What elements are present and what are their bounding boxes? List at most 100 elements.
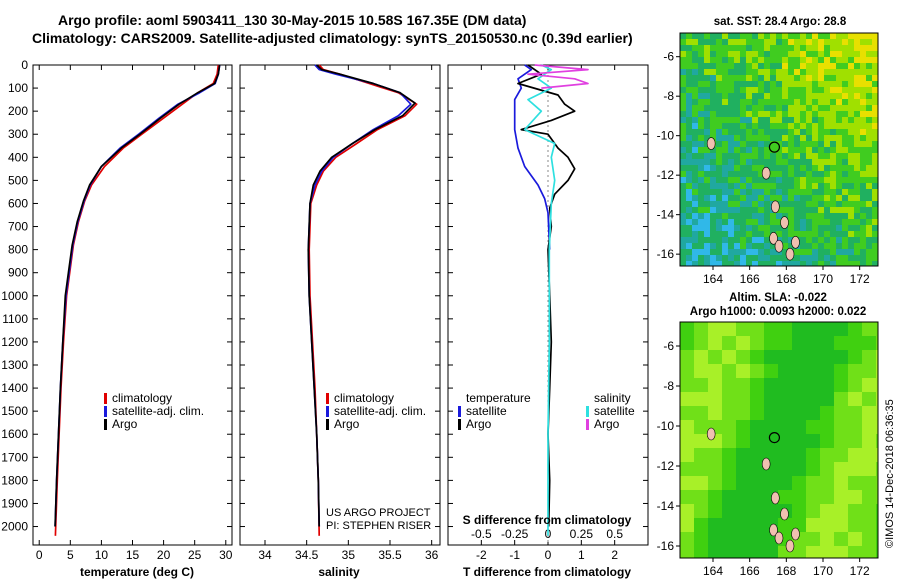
island [785,247,795,261]
map-cell [770,219,776,225]
map-cell [736,532,750,546]
map-cell [842,75,848,81]
map-cell [734,201,740,207]
map-cell [876,378,878,392]
map-cell [722,207,728,213]
map-cell [708,490,722,504]
map-cell [692,75,698,81]
legend-temperature-header: temperature [466,391,531,405]
map-cell [842,117,848,123]
y-tick-label: -6 [663,339,674,353]
map-cell [716,165,722,171]
map-cell [848,225,854,231]
map-cell [728,105,734,111]
map-cell [782,111,788,117]
map-cell [686,243,692,249]
map-cell [770,183,776,189]
map-cell [860,195,866,201]
map-cell [830,111,836,117]
map-cell [734,141,740,147]
map-cell [818,177,824,183]
map-cell [836,129,842,135]
map-cell [764,177,770,183]
y-tick-label: 0 [21,58,28,72]
map-cell [728,237,734,243]
map-cell [708,504,722,518]
map-cell [758,135,764,141]
map-cell [830,33,836,39]
map-cell [848,177,854,183]
island [771,200,780,214]
map-cell [770,69,776,75]
map-cell [692,135,698,141]
map-cell [770,33,776,39]
map-cell [740,75,746,81]
x-tick-label: 1 [578,548,585,562]
legend-label: satellite [466,404,507,418]
map-frame [679,32,879,267]
map-cell [812,111,818,117]
map-cell [876,336,878,350]
map-cell [750,462,764,476]
map-cell [848,189,854,195]
map-cell [860,165,866,171]
map-cell [842,57,848,63]
map-cell [752,207,758,213]
map-cell [860,87,866,93]
map-cell [836,75,842,81]
map-cell [836,159,842,165]
map-cell [806,219,812,225]
map-cell [692,99,698,105]
map-cell [824,63,830,69]
map-cell [746,117,752,123]
map-cell [764,261,770,266]
map-cell [722,57,728,63]
map-cell [758,183,764,189]
map-cell [710,249,716,255]
map-cell [710,159,716,165]
map-cell [710,183,716,189]
timestamp: ©IMOS 14-Dec-2018 06:36:35 [884,399,896,548]
map-cell [848,255,854,261]
map-cell [820,420,834,434]
salinity-panel: 34 34.5 35 35.5 36climatologysatellite-adj. … [239,64,441,562]
map-cell [842,231,848,237]
map-cell [694,350,708,364]
map-cell [854,207,860,213]
map-cell [836,111,842,117]
map-cell [788,135,794,141]
map-cell [794,135,800,141]
map-cell [698,51,704,57]
map-cell [680,81,686,87]
map-cell [860,57,866,63]
map-cell [872,105,878,111]
map-cell [830,147,836,153]
map-cell [812,165,818,171]
map-cell [728,183,734,189]
map-cell [770,81,776,87]
map-cell [704,153,710,159]
map-cell [734,249,740,255]
y-tick-label: 500 [8,173,28,187]
map-cell [764,105,770,111]
map-cell [704,171,710,177]
map-cell [794,81,800,87]
map-cell [698,75,704,81]
map-cell [792,476,806,490]
map-cell [792,420,806,434]
map-cell [834,420,848,434]
map-cell [722,189,728,195]
map-cell [848,420,862,434]
map-cell [842,93,848,99]
map-cell [740,225,746,231]
map-cell [704,39,710,45]
map-cell [830,51,836,57]
map-cell [806,518,820,532]
map-cell [818,225,824,231]
map-cell [854,237,860,243]
map-cell [830,201,836,207]
map-cell [722,51,728,57]
map-cell [770,255,776,261]
y-tick-label: -10 [657,129,675,143]
map-cell [728,45,734,51]
